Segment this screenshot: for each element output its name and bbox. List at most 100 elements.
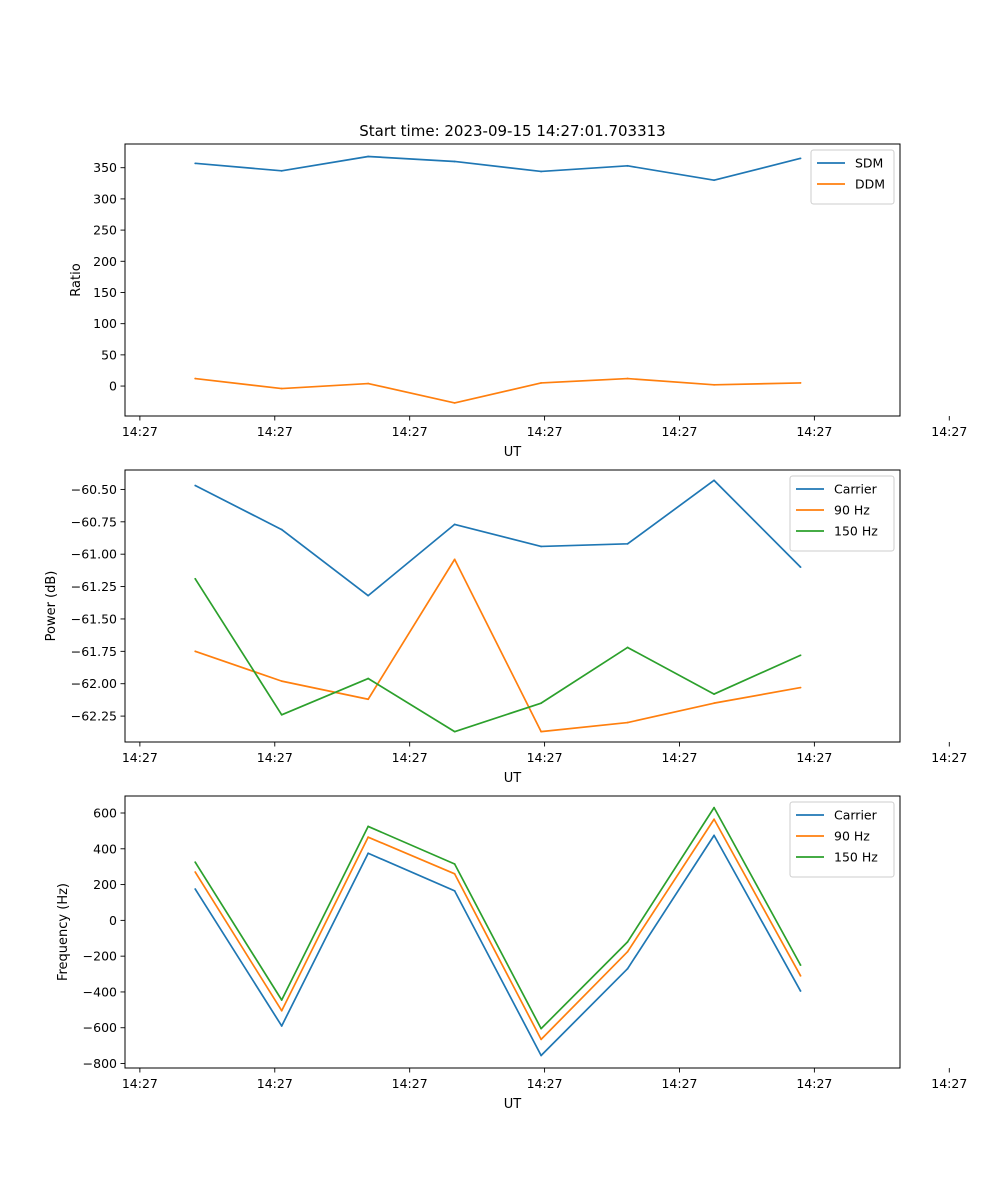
x-tick-label: 14:27 — [527, 424, 563, 439]
data-point — [799, 686, 802, 689]
axes-frame — [124, 469, 901, 743]
y-tick-label: −200 — [83, 949, 117, 964]
data-point — [367, 155, 370, 158]
data-point — [713, 834, 715, 837]
legend-label: DDM — [855, 177, 885, 192]
data-point — [280, 1025, 283, 1027]
data-point — [626, 950, 629, 953]
x-tick-label: 14:27 — [122, 1076, 158, 1091]
data-point — [799, 566, 802, 569]
subplot-3: 14:27 14:27 14:27 14:27 14:27 14:27 14:27 600 40… — [56, 795, 967, 1112]
y-axis-label: Ratio — [69, 263, 84, 296]
data-point — [280, 528, 283, 531]
data-point — [626, 542, 629, 545]
data-point — [626, 940, 629, 943]
y-tick-label: 150 — [93, 285, 117, 300]
data-point — [540, 730, 543, 733]
data-point — [280, 169, 283, 172]
data-point — [713, 693, 715, 695]
series-line-150-hz — [194, 578, 801, 733]
x-tick-label: 14:27 — [392, 750, 428, 765]
x-tick-label: 14:27 — [392, 1076, 428, 1091]
data-point — [453, 160, 456, 163]
x-tick-label: 14:27 — [931, 750, 967, 765]
series-line-carrier — [194, 834, 802, 1057]
y-tick-label: −61.50 — [71, 611, 117, 626]
y-tick-label: 50 — [101, 347, 117, 362]
y-tick-label: 400 — [93, 841, 117, 856]
x-tick-label: 14:27 — [257, 1076, 293, 1091]
x-tick-label: 14:27 — [392, 424, 428, 439]
y-tick-label: 0 — [109, 379, 117, 394]
y-tick-label: 200 — [93, 254, 117, 269]
legend-frame — [789, 801, 895, 878]
legend: Carrier 90 Hz 150 Hz — [789, 801, 895, 878]
y-tick-label: −600 — [83, 1020, 117, 1035]
x-tick-label: 14:27 — [122, 424, 158, 439]
data-point — [453, 889, 456, 892]
legend: SDM DDM — [810, 149, 895, 205]
data-point — [453, 401, 456, 404]
data-point — [713, 479, 715, 482]
legend-label: 90 Hz — [834, 829, 870, 844]
data-point — [367, 836, 370, 839]
y-tick-label: 200 — [93, 877, 117, 892]
data-point — [367, 677, 370, 680]
data-point — [194, 871, 197, 873]
data-point — [453, 523, 456, 526]
y-tick-label: −61.25 — [71, 579, 117, 594]
y-tick-label: −60.50 — [71, 482, 117, 497]
data-point — [626, 721, 629, 724]
data-point — [799, 157, 802, 160]
data-point — [280, 387, 283, 390]
data-point — [540, 1027, 543, 1030]
data-point — [280, 999, 283, 1001]
legend-label: Carrier — [834, 808, 878, 823]
data-point — [626, 377, 629, 380]
series-line-90-hz — [194, 818, 802, 1041]
x-tick-label: 14:27 — [931, 424, 967, 439]
data-point — [194, 484, 197, 487]
data-point — [540, 702, 543, 705]
data-point — [540, 545, 543, 548]
data-point — [367, 698, 370, 701]
axes-frame — [124, 795, 901, 1069]
figure-title: Start time: 2023-09-15 14:27:01.703313 — [359, 122, 665, 140]
legend-frame — [789, 475, 895, 552]
y-axis-label: Frequency (Hz) — [56, 883, 71, 981]
data-point — [194, 577, 197, 580]
data-point — [453, 863, 456, 865]
legend-label: SDM — [855, 156, 883, 171]
data-point — [194, 162, 197, 165]
y-tick-label: 300 — [93, 191, 117, 206]
data-point — [626, 164, 629, 167]
data-point — [367, 594, 370, 597]
x-tick-label: 14:27 — [661, 750, 697, 765]
data-point — [626, 967, 629, 970]
x-tick-label: 14:27 — [122, 750, 158, 765]
y-tick-label: −800 — [83, 1056, 117, 1071]
data-point — [367, 825, 370, 828]
data-point — [540, 382, 543, 384]
data-point — [280, 713, 283, 716]
x-tick-label: 14:27 — [796, 1076, 832, 1091]
series-line-90-hz — [194, 558, 801, 733]
data-point — [713, 383, 715, 386]
y-tick-label: −62.00 — [71, 676, 117, 691]
x-tick-label: 14:27 — [257, 750, 293, 765]
data-point — [799, 974, 802, 977]
legend-label: 90 Hz — [834, 503, 870, 518]
data-point — [799, 990, 802, 992]
data-point — [799, 654, 802, 657]
x-axis-label: UT — [504, 445, 522, 460]
y-tick-label: −61.75 — [71, 644, 117, 659]
y-tick-label: −60.75 — [71, 514, 117, 529]
data-point — [713, 702, 715, 705]
data-point — [194, 861, 197, 864]
data-point — [626, 646, 629, 649]
data-point — [540, 1054, 543, 1057]
legend-label: 150 Hz — [834, 850, 878, 865]
subplots: 14:27 14:27 14:27 14:27 14:27 14:27 14:27 0 50 10… — [44, 143, 967, 1112]
y-tick-label: −61.00 — [71, 547, 117, 562]
